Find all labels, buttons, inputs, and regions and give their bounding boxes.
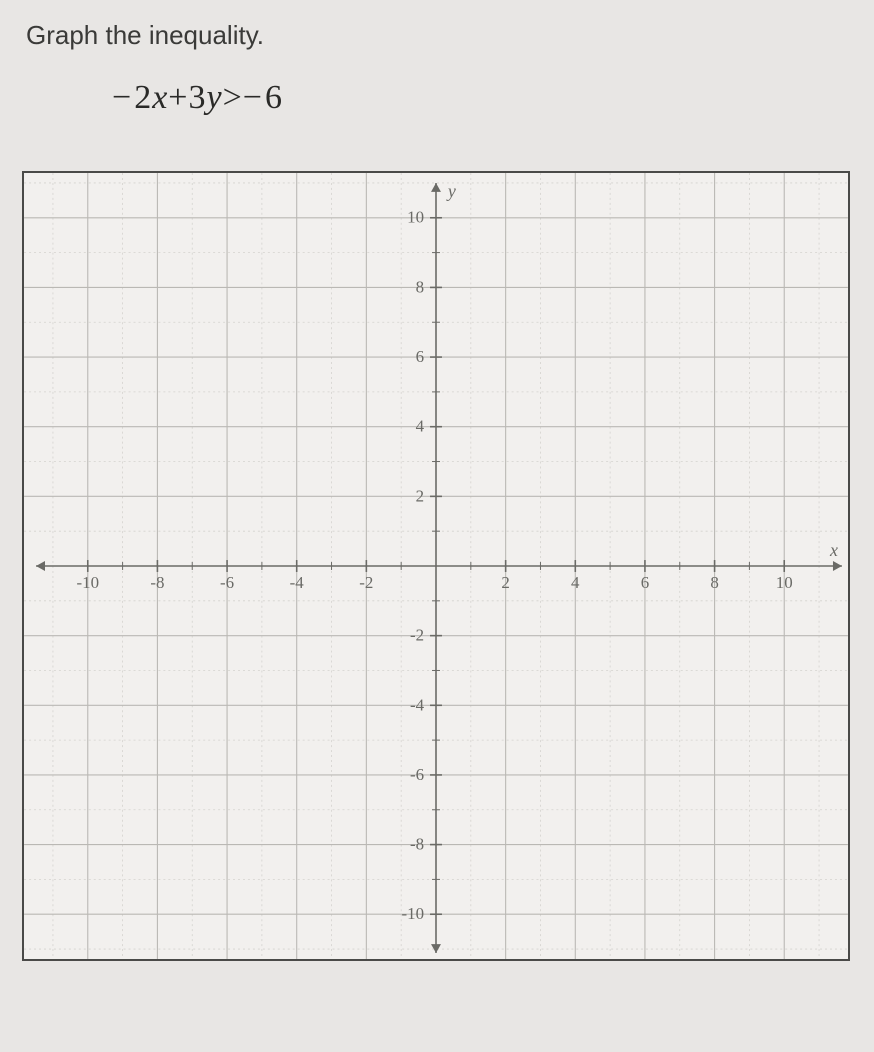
graph-area[interactable]: -10 -8 -6 -4 -2 2 4 6 8 10 -10 -8 -6 -4 -2 2 4 6 8 10 y x <box>22 171 850 961</box>
svg-text:y: y <box>446 181 456 201</box>
eq-gt: > <box>223 79 243 116</box>
svg-text:4: 4 <box>416 417 425 436</box>
svg-text:8: 8 <box>416 277 424 296</box>
svg-text:10: 10 <box>776 573 793 592</box>
eq-plus: + <box>168 79 188 116</box>
svg-text:8: 8 <box>710 573 718 592</box>
svg-text:-2: -2 <box>359 573 373 592</box>
svg-text:-8: -8 <box>150 573 164 592</box>
inequality-expression: −2x+3y>−6 <box>112 79 852 117</box>
svg-text:2: 2 <box>501 573 509 592</box>
svg-text:10: 10 <box>407 208 424 227</box>
coordinate-plane: -10 -8 -6 -4 -2 2 4 6 8 10 -10 -8 -6 -4 -2 2 4 6 8 10 y x <box>24 173 848 959</box>
eq-coef2: 3 <box>188 79 206 116</box>
svg-text:-10: -10 <box>76 573 99 592</box>
svg-text:-6: -6 <box>220 573 234 592</box>
svg-text:-8: -8 <box>410 835 424 854</box>
eq-var-y: y <box>206 79 222 116</box>
svg-text:6: 6 <box>416 347 424 366</box>
svg-text:x: x <box>829 540 838 560</box>
svg-text:-6: -6 <box>410 765 424 784</box>
eq-var-x: x <box>152 79 168 116</box>
eq-coef1: 2 <box>134 79 152 116</box>
svg-text:-2: -2 <box>410 626 424 645</box>
svg-text:6: 6 <box>641 573 649 592</box>
eq-neg2: − <box>243 79 263 116</box>
svg-text:-4: -4 <box>410 695 425 714</box>
svg-text:2: 2 <box>416 486 424 505</box>
eq-neg1: − <box>112 79 132 116</box>
svg-text:4: 4 <box>571 573 580 592</box>
svg-text:-10: -10 <box>402 904 425 923</box>
instruction-text: Graph the inequality. <box>26 20 852 51</box>
svg-text:-4: -4 <box>290 573 305 592</box>
eq-const: 6 <box>265 79 283 116</box>
